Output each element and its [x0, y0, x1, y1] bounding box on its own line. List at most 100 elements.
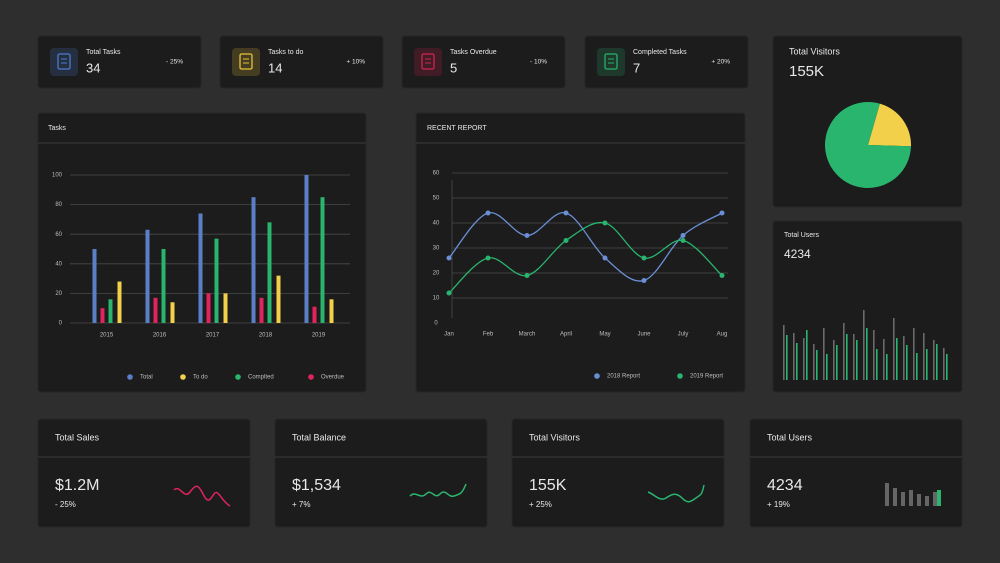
summary-change: + 7%: [292, 500, 310, 509]
y-tick-label: 10: [433, 296, 440, 302]
point: [524, 233, 530, 238]
bar: [108, 299, 113, 323]
legend-label: To do: [193, 375, 208, 381]
icon-box: [414, 48, 442, 76]
stat-card: [584, 35, 749, 89]
stat-card: [219, 35, 384, 89]
stat-value: 7: [633, 60, 640, 75]
y-tick-label: 0: [434, 321, 438, 327]
summary-value: $1.2M: [55, 477, 99, 494]
icon-box: [232, 48, 260, 76]
legend-marker: [127, 374, 133, 380]
x-tick-label: June: [637, 332, 651, 338]
point: [641, 255, 647, 261]
stat-title: Total Tasks: [86, 49, 121, 56]
bar: [926, 349, 928, 380]
bar: [206, 293, 211, 323]
point: [641, 278, 647, 283]
bar: [259, 297, 264, 323]
y-tick-label: 40: [433, 221, 440, 227]
bar: [923, 333, 925, 380]
stat-title: Tasks to do: [268, 49, 304, 56]
x-tick-label: Aug: [717, 332, 728, 338]
bar: [816, 350, 818, 380]
bar: [170, 302, 175, 323]
users-card: [772, 220, 963, 393]
point: [446, 255, 452, 261]
sparkline: [173, 485, 231, 507]
summary-value: 4234: [767, 477, 803, 494]
pie-slice: [868, 103, 911, 147]
bar: [276, 275, 281, 323]
icon: [604, 53, 618, 70]
stat-change: - 10%: [530, 59, 547, 66]
y-tick-label: 80: [55, 202, 62, 208]
stat-title: Completed Tasks: [633, 49, 687, 56]
bar: [161, 249, 166, 323]
bar: [833, 340, 835, 380]
x-tick-label: 2018: [259, 333, 273, 339]
bar: [783, 325, 785, 380]
bar: [251, 197, 256, 323]
bar: [223, 293, 228, 323]
bar: [786, 335, 788, 380]
point: [719, 273, 725, 278]
pie-slice: [824, 102, 911, 188]
x-tick-label: 2016: [153, 333, 167, 339]
summary-value: $1,534: [292, 477, 341, 494]
chart-title: Tasks: [48, 125, 66, 132]
point: [719, 210, 725, 216]
bar: [813, 344, 815, 380]
chart-subtitle: 155K: [789, 63, 824, 80]
summary-change: - 25%: [55, 500, 76, 509]
bar: [117, 281, 122, 323]
bar: [145, 229, 150, 323]
bar: [873, 330, 875, 380]
bar: [843, 323, 845, 380]
summary-title: Total Sales: [55, 432, 100, 442]
summary-card: [274, 418, 488, 528]
stat-change: - 25%: [166, 59, 183, 66]
bar: [153, 297, 158, 323]
bar: [796, 343, 798, 380]
summary-title: Total Users: [767, 432, 813, 442]
bar: [198, 213, 203, 323]
y-tick-label: 60: [433, 171, 440, 177]
summary-change: + 25%: [529, 500, 552, 509]
sparkline: [409, 483, 467, 497]
bar: [846, 334, 848, 380]
stat-value: 14: [268, 60, 282, 75]
bar: [916, 353, 918, 380]
x-tick-label: 2019: [312, 333, 326, 339]
point: [524, 273, 530, 278]
bar: [876, 349, 878, 380]
point: [485, 255, 491, 261]
stat-change: + 10%: [346, 59, 365, 66]
x-tick-label: July: [678, 332, 689, 338]
x-tick-label: May: [599, 332, 610, 338]
point: [602, 255, 608, 261]
icon-box: [50, 48, 78, 76]
bar: [793, 333, 795, 380]
mini-bars: [885, 483, 941, 506]
legend-marker: [594, 373, 600, 379]
y-tick-label: 60: [55, 232, 62, 238]
bar: [823, 328, 825, 380]
stat-title: Tasks Overdue: [450, 49, 497, 56]
x-tick-label: April: [560, 332, 572, 338]
bar: [896, 338, 898, 380]
bar: [803, 338, 805, 380]
y-tick-label: 20: [433, 271, 440, 277]
chart-title: RECENT REPORT: [427, 125, 487, 132]
bar: [943, 348, 945, 380]
point: [680, 238, 686, 243]
icon: [421, 53, 435, 70]
bar: [863, 310, 865, 380]
bar: [913, 328, 915, 380]
bar: [304, 175, 309, 323]
stat-change: + 20%: [711, 59, 730, 66]
stat-card: [401, 35, 566, 89]
summary-card: [511, 418, 725, 528]
bar: [312, 306, 317, 323]
